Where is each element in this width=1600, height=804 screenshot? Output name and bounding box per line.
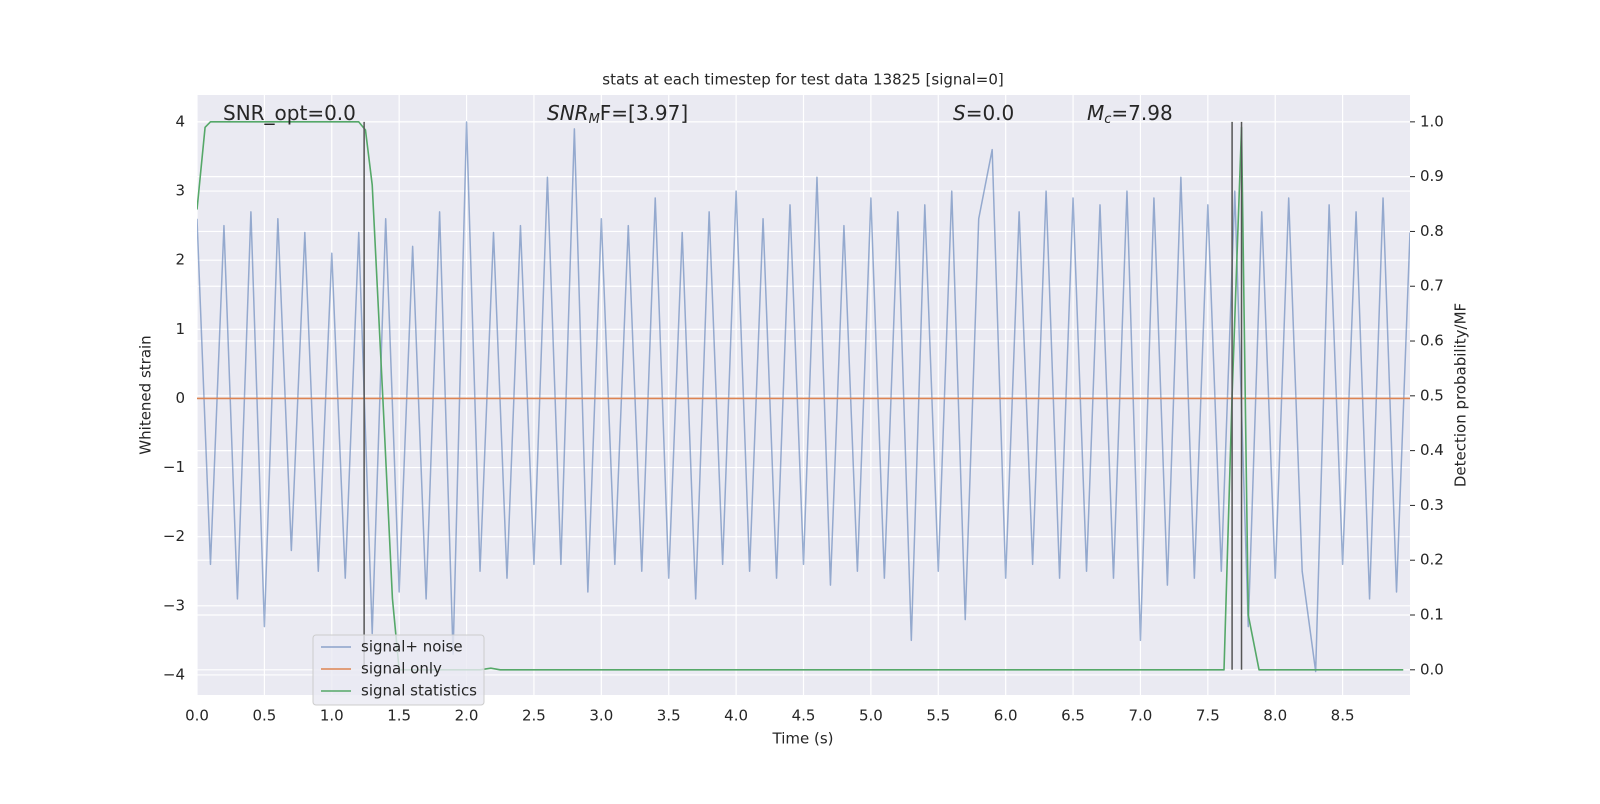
x-tick-label: 5.0 [859, 707, 883, 725]
x-tick-label: 1.5 [387, 707, 411, 725]
x-tick-label: 4.0 [724, 707, 748, 725]
annotation: Mc=7.98 [1087, 101, 1173, 127]
legend-label: signal statistics [361, 682, 477, 700]
y-tick-label: −4 [163, 665, 185, 683]
x-tick-label: 3.0 [589, 707, 613, 725]
y2-tick-label: 0.1 [1420, 606, 1444, 624]
annotation-part: M [589, 112, 600, 127]
legend-label: signal+ noise [361, 638, 463, 656]
annotation: SNRMF=[3.97] [547, 101, 688, 127]
y-tick-label: 0 [175, 389, 185, 407]
y-axis-label: Whitened strain [137, 335, 155, 454]
annotation-part: F=[3.97] [600, 101, 688, 125]
x-tick-label: 1.0 [320, 707, 344, 725]
x-tick-label: 3.5 [657, 707, 681, 725]
y2-tick-label: 0.8 [1420, 222, 1444, 240]
y2-tick-label: 0.7 [1420, 277, 1444, 295]
x-tick-label: 0.0 [185, 707, 209, 725]
x-tick-label: 7.5 [1196, 707, 1220, 725]
x-tick-label: 6.5 [1061, 707, 1085, 725]
annotation-part: SNR [547, 101, 589, 125]
x-tick-label: 2.5 [522, 707, 546, 725]
y2-tick-label: 0.5 [1420, 386, 1444, 404]
y-tick-label: 1 [175, 320, 185, 338]
y-tick-label: −1 [163, 458, 185, 476]
annotation-part: S [953, 101, 966, 125]
foreground [1410, 121, 1415, 671]
chart-title: stats at each timestep for test data 138… [602, 71, 1003, 89]
annotation-part: =0.0 [966, 101, 1015, 125]
annotation-part: =7.98 [1111, 101, 1172, 125]
y-tick-label: 4 [175, 112, 185, 130]
legend-label: signal only [361, 660, 442, 678]
x-tick-label: 8.5 [1331, 707, 1355, 725]
x-tick-label: 5.5 [926, 707, 950, 725]
x-tick-label: 2.0 [455, 707, 479, 725]
y2-tick-label: 0.3 [1420, 496, 1444, 514]
annotation-part: SNR_opt=0.0 [223, 101, 356, 125]
y-tick-label: 3 [175, 182, 185, 200]
x-tick-label: 4.5 [792, 707, 816, 725]
y2-tick-label: 0.9 [1420, 167, 1444, 185]
y2-tick-label: 0.4 [1420, 441, 1444, 459]
annotation: S=0.0 [953, 101, 1014, 125]
x-tick-label: 8.0 [1263, 707, 1287, 725]
series-line [197, 121, 1410, 673]
annotation-part: M [1087, 101, 1104, 125]
x-axis-label: Time (s) [772, 730, 834, 748]
y-tick-label: −2 [163, 527, 185, 545]
series-line [197, 121, 1404, 671]
annotation: SNR_opt=0.0 [223, 101, 356, 125]
legend-box [312, 634, 485, 706]
x-tick-label: 7.0 [1129, 707, 1153, 725]
y2-tick-label: 0.2 [1420, 551, 1444, 569]
y2-tick-label: 0.0 [1420, 660, 1444, 678]
annotation-part: c [1104, 112, 1111, 127]
y2-axis-label: Detection probability/MF [1452, 303, 1470, 487]
x-tick-label: 6.0 [994, 707, 1018, 725]
y2-tick-label: 1.0 [1420, 112, 1444, 130]
plot [197, 121, 1410, 673]
y-tick-label: −3 [163, 596, 185, 614]
x-tick-label: 0.5 [252, 707, 276, 725]
y-tick-label: 2 [175, 251, 185, 269]
y2-tick-label: 0.6 [1420, 332, 1444, 350]
